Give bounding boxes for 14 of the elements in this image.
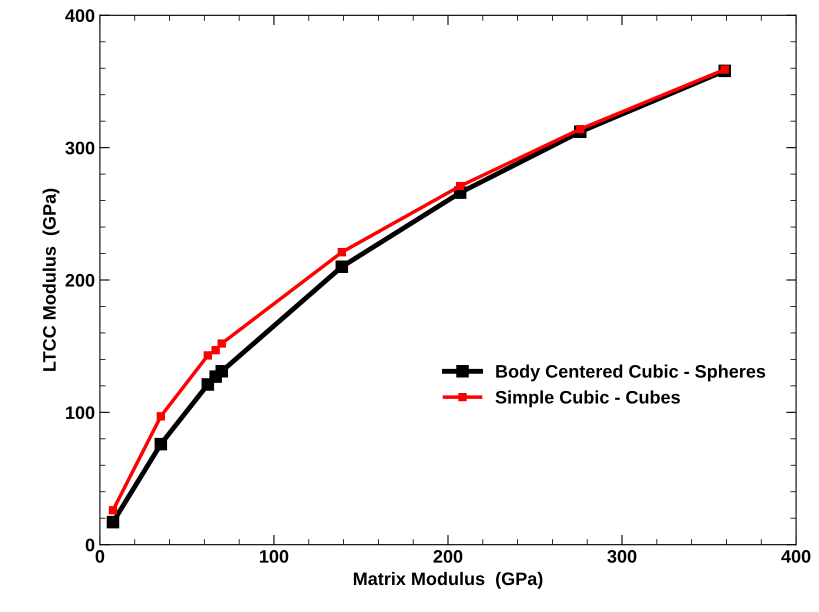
y-tick-label: 0 xyxy=(86,538,94,552)
legend-label: Simple Cubic - Cubes xyxy=(496,390,680,408)
x-tick-label: 400 xyxy=(781,550,810,563)
x-tick-label: 200 xyxy=(434,550,462,563)
x-tick-label: 0 xyxy=(96,550,104,563)
x-tick-label: 100 xyxy=(260,550,288,563)
y-tick-label: 100 xyxy=(66,406,94,420)
y-tick-label: 400 xyxy=(65,9,94,22)
x-tick-label: 300 xyxy=(607,550,636,563)
x-axis-title: Matrix Modulus (GPa) xyxy=(354,572,542,589)
y-tick-label: 300 xyxy=(65,142,94,154)
y-tick-label: 200 xyxy=(66,274,94,287)
legend-label: Body Centered Cubic - Spheres xyxy=(496,364,766,382)
y-axis-title: LTCC Modulus (GPa) xyxy=(42,188,60,371)
